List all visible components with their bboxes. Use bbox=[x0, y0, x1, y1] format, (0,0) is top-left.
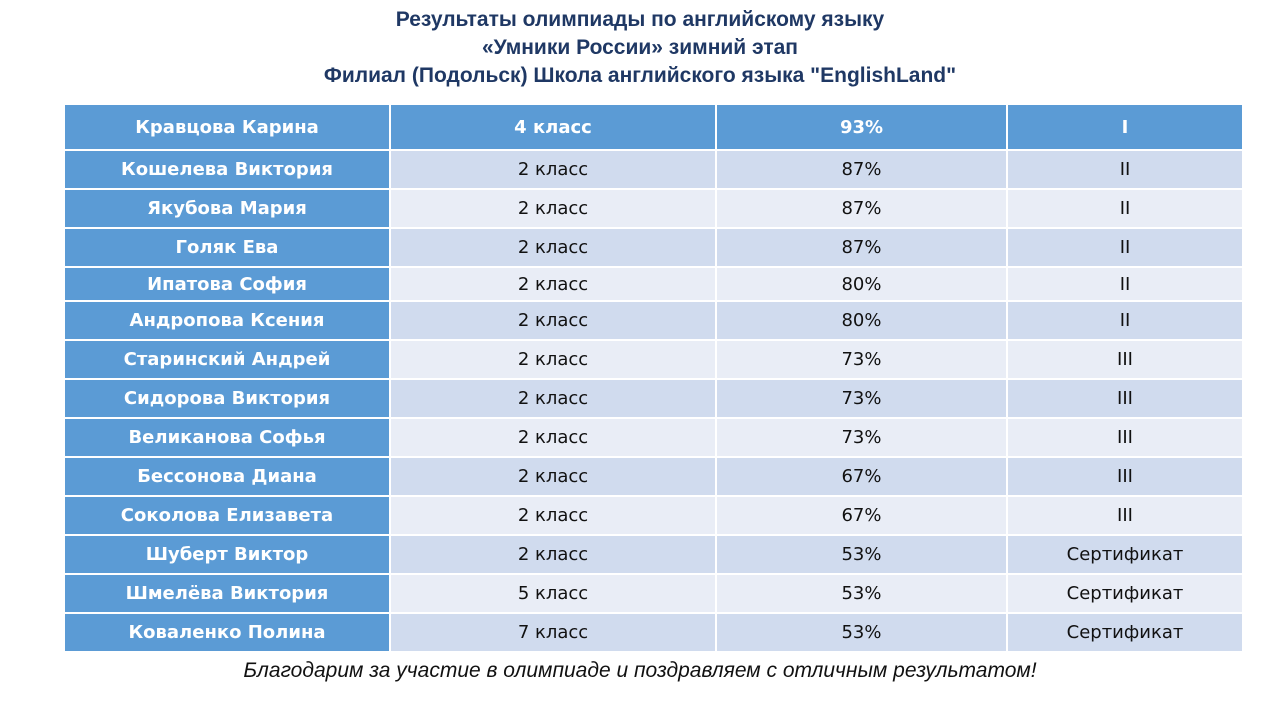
cell-grade: 2 класс bbox=[389, 266, 717, 302]
cell-grade: 7 класс bbox=[389, 612, 717, 653]
cell-score: 80% bbox=[715, 266, 1008, 302]
cell-name: Коваленко Полина bbox=[63, 612, 391, 653]
cell-score: 87% bbox=[715, 227, 1008, 268]
cell-place: II bbox=[1006, 188, 1244, 229]
table-row: Сидорова Виктория 2 класс 73% III bbox=[63, 378, 1244, 419]
cell-score: 67% bbox=[715, 495, 1008, 536]
cell-score: 73% bbox=[715, 417, 1008, 458]
cell-place: III bbox=[1006, 495, 1244, 536]
cell-grade: 2 класс bbox=[389, 456, 717, 497]
page-title: Результаты олимпиады по английскому язык… bbox=[0, 6, 1280, 90]
cell-name: Голяк Ева bbox=[63, 227, 391, 268]
cell-name: Шмелёва Виктория bbox=[63, 573, 391, 614]
table-row: Кошелева Виктория 2 класс 87% II bbox=[63, 149, 1244, 190]
cell-place: II bbox=[1006, 227, 1244, 268]
title-line-3: Филиал (Подольск) Школа английского язык… bbox=[323, 64, 957, 87]
table-row: Бессонова Диана 2 класс 67% III bbox=[63, 456, 1244, 497]
table-row: Кравцова Карина 4 класс 93% I bbox=[63, 103, 1244, 151]
table-row: Коваленко Полина 7 класс 53% Сертификат bbox=[63, 612, 1244, 653]
cell-name: Ипатова София bbox=[63, 266, 391, 302]
cell-place: II bbox=[1006, 266, 1244, 302]
table-row: Ипатова София 2 класс 80% II bbox=[63, 266, 1244, 302]
cell-name: Андропова Ксения bbox=[63, 300, 391, 341]
cell-name: Кошелева Виктория bbox=[63, 149, 391, 190]
cell-name: Великанова Софья bbox=[63, 417, 391, 458]
cell-score: 87% bbox=[715, 149, 1008, 190]
cell-grade: 2 класс bbox=[389, 339, 717, 380]
cell-place: II bbox=[1006, 300, 1244, 341]
cell-place: III bbox=[1006, 456, 1244, 497]
cell-name: Якубова Мария bbox=[63, 188, 391, 229]
cell-place: Сертификат bbox=[1006, 612, 1244, 653]
cell-grade: 2 класс bbox=[389, 417, 717, 458]
cell-grade: 2 класс bbox=[389, 300, 717, 341]
cell-grade: 2 класс bbox=[389, 495, 717, 536]
cell-grade: 5 класс bbox=[389, 573, 717, 614]
table-row: Якубова Мария 2 класс 87% II bbox=[63, 188, 1244, 229]
cell-name: Соколова Елизавета bbox=[63, 495, 391, 536]
cell-name: Бессонова Диана bbox=[63, 456, 391, 497]
cell-score: 53% bbox=[715, 573, 1008, 614]
cell-grade: 4 класс bbox=[389, 103, 717, 151]
cell-place: III bbox=[1006, 339, 1244, 380]
cell-place: III bbox=[1006, 378, 1244, 419]
cell-score: 53% bbox=[715, 612, 1008, 653]
cell-score: 80% bbox=[715, 300, 1008, 341]
title-line-2: «Умники России» зимний этап bbox=[482, 36, 798, 59]
cell-place: II bbox=[1006, 149, 1244, 190]
cell-grade: 2 класс bbox=[389, 534, 717, 575]
table-row: Старинский Андрей 2 класс 73% III bbox=[63, 339, 1244, 380]
table-row: Шмелёва Виктория 5 класс 53% Сертификат bbox=[63, 573, 1244, 614]
cell-grade: 2 класс bbox=[389, 378, 717, 419]
cell-score: 73% bbox=[715, 339, 1008, 380]
cell-name: Шуберт Виктор bbox=[63, 534, 391, 575]
cell-score: 87% bbox=[715, 188, 1008, 229]
table-row: Голяк Ева 2 класс 87% II bbox=[63, 227, 1244, 268]
cell-name: Сидорова Виктория bbox=[63, 378, 391, 419]
cell-place: I bbox=[1006, 103, 1244, 151]
cell-score: 93% bbox=[715, 103, 1008, 151]
cell-score: 53% bbox=[715, 534, 1008, 575]
cell-name: Старинский Андрей bbox=[63, 339, 391, 380]
cell-score: 67% bbox=[715, 456, 1008, 497]
cell-place: III bbox=[1006, 417, 1244, 458]
table-row: Великанова Софья 2 класс 73% III bbox=[63, 417, 1244, 458]
footer-message: Благодарим за участие в олимпиаде и позд… bbox=[243, 659, 1037, 682]
table-row: Шуберт Виктор 2 класс 53% Сертификат bbox=[63, 534, 1244, 575]
cell-grade: 2 класс bbox=[389, 188, 717, 229]
cell-place: Сертификат bbox=[1006, 534, 1244, 575]
results-table: Кравцова Карина 4 класс 93% I Кошелева Викто… bbox=[63, 103, 1244, 653]
cell-grade: 2 класс bbox=[389, 149, 717, 190]
title-line-1: Результаты олимпиады по английскому язык… bbox=[395, 8, 885, 31]
cell-grade: 2 класс bbox=[389, 227, 717, 268]
table-row: Соколова Елизавета 2 класс 67% III bbox=[63, 495, 1244, 536]
cell-name: Кравцова Карина bbox=[63, 103, 391, 151]
cell-score: 73% bbox=[715, 378, 1008, 419]
table-row: Андропова Ксения 2 класс 80% II bbox=[63, 300, 1244, 341]
cell-place: Сертификат bbox=[1006, 573, 1244, 614]
